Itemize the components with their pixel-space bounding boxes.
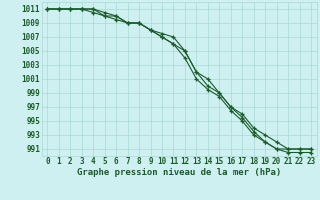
X-axis label: Graphe pression niveau de la mer (hPa): Graphe pression niveau de la mer (hPa) bbox=[77, 168, 281, 177]
